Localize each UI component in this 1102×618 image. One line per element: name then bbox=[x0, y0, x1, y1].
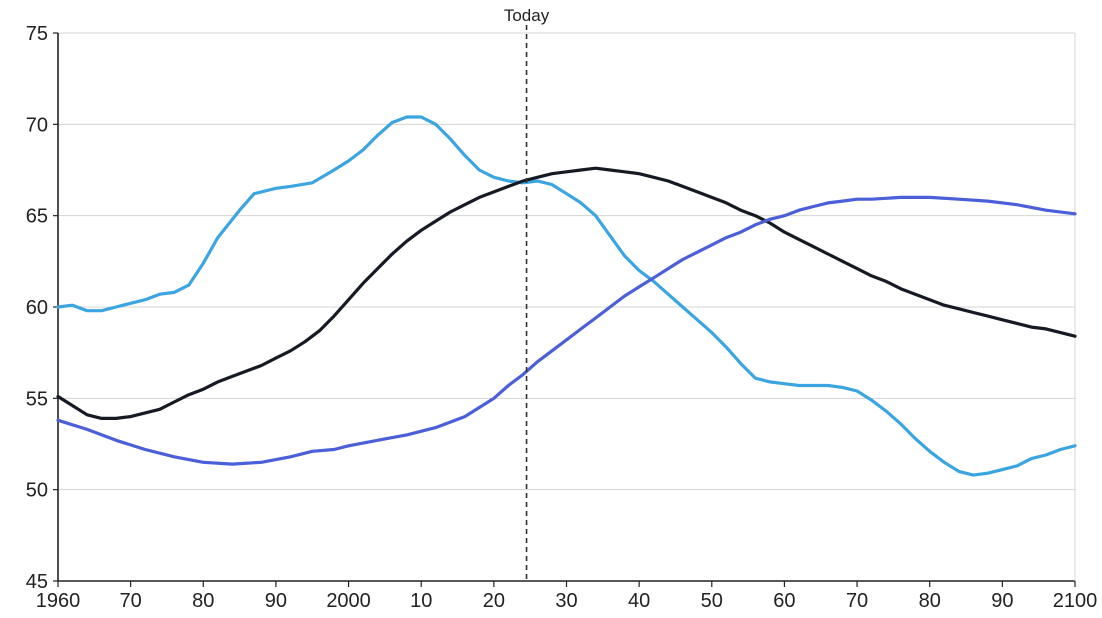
y-tick-label: 65 bbox=[26, 206, 48, 228]
x-tick-label: 60 bbox=[773, 590, 795, 612]
y-tick-label: 60 bbox=[26, 297, 48, 319]
x-tick-label: 50 bbox=[701, 590, 723, 612]
x-tick-label: 2100 bbox=[1053, 590, 1098, 612]
y-tick-label: 70 bbox=[26, 114, 48, 136]
x-tick-label: 80 bbox=[919, 590, 941, 612]
series-line-1 bbox=[56, 115, 1077, 477]
gridlines bbox=[58, 32, 1075, 491]
y-tick-label: 75 bbox=[26, 23, 48, 45]
y-tick-label: 55 bbox=[26, 388, 48, 410]
series-line-2 bbox=[56, 166, 1077, 420]
today-annotation: Today bbox=[504, 6, 550, 581]
series-line-3 bbox=[56, 195, 1077, 466]
x-axis-tick-labels: 1960 70 80 90 2000 10 20 30 40 50 60 70 80 90 2100 bbox=[36, 581, 1098, 612]
x-tick-label: 90 bbox=[265, 590, 287, 612]
x-tick-label: 70 bbox=[846, 590, 868, 612]
y-tick-label: 45 bbox=[26, 571, 48, 593]
x-tick-label: 30 bbox=[555, 590, 577, 612]
x-tick-label: 10 bbox=[410, 590, 432, 612]
x-tick-label: 40 bbox=[628, 590, 650, 612]
series-lines bbox=[56, 115, 1077, 477]
x-tick-label: 20 bbox=[483, 590, 505, 612]
x-tick-label: 1960 bbox=[36, 590, 81, 612]
x-tick-label: 70 bbox=[120, 590, 142, 612]
today-label: Today bbox=[504, 6, 550, 25]
x-tick-label: 90 bbox=[991, 590, 1013, 612]
x-tick-label: 2000 bbox=[326, 590, 371, 612]
x-tick-label: 80 bbox=[192, 590, 214, 612]
y-axis-tick-labels: 45 50 55 60 65 70 75 bbox=[26, 23, 58, 593]
y-tick-label: 50 bbox=[26, 480, 48, 502]
